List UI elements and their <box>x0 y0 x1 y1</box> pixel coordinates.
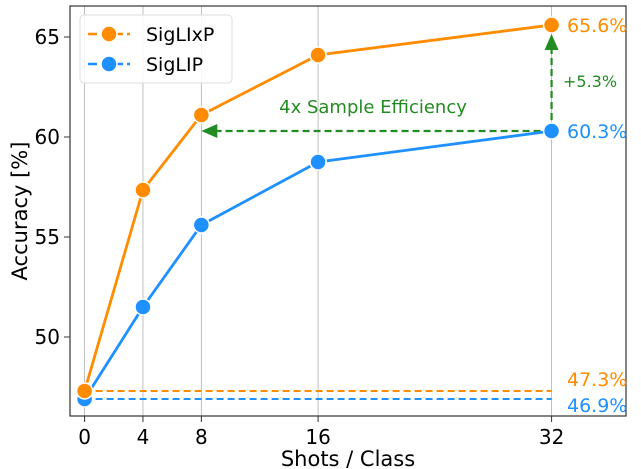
plot-frame <box>69 5 627 417</box>
x-tick-label: 8 <box>195 425 208 449</box>
y-tick-label: 60 <box>35 125 60 149</box>
y-tick-label: 50 <box>35 325 60 349</box>
efficiency-arrow-head <box>201 124 218 138</box>
data-point-siglip <box>192 216 211 234</box>
x-tick-label: 0 <box>78 425 91 449</box>
ticks: 0 4 8 16 32 50 55 60 65 <box>35 25 565 449</box>
x-axis-label: Shots / Class <box>281 447 415 469</box>
data-point-siglip <box>134 298 152 316</box>
baseline-label: 46.9% <box>567 395 627 417</box>
value-labels: 47.3% 46.9% 65.6% 60.3% <box>567 15 627 417</box>
y-axis-label: Accuracy [%] <box>8 142 32 281</box>
gain-label: +5.3% <box>563 72 617 91</box>
annotations: 4x Sample Efficiency +5.3% <box>201 34 617 138</box>
data-point-siglip <box>309 153 327 171</box>
x-tick-label: 16 <box>305 425 330 449</box>
data-point-siglip <box>542 122 561 140</box>
end-value-label: 65.6% <box>567 15 627 37</box>
efficiency-label: 4x Sample Efficiency <box>279 97 467 118</box>
gain-arrow-head <box>544 34 559 50</box>
data-point-siglixp <box>75 382 94 400</box>
legend-label-siglip: SigLIP <box>146 54 203 76</box>
legend-box <box>79 14 233 84</box>
y-tick-label: 55 <box>35 225 60 249</box>
baseline-label: 47.3% <box>567 369 627 391</box>
x-tick-label: 4 <box>137 425 150 449</box>
x-tick-label: 32 <box>539 425 564 449</box>
series <box>75 16 561 408</box>
legend-marker-siglip <box>100 55 118 73</box>
data-point-siglixp <box>192 106 211 124</box>
end-value-label: 60.3% <box>567 121 627 143</box>
data-point-siglixp <box>309 46 327 64</box>
legend: SigLIxP SigLIP <box>79 14 233 84</box>
baselines <box>84 390 552 400</box>
data-point-siglixp <box>542 16 561 34</box>
data-point-siglixp <box>134 181 152 199</box>
legend-marker-siglixp <box>100 25 118 43</box>
y-tick-label: 65 <box>35 25 60 49</box>
legend-label-siglixp: SigLIxP <box>146 24 214 46</box>
